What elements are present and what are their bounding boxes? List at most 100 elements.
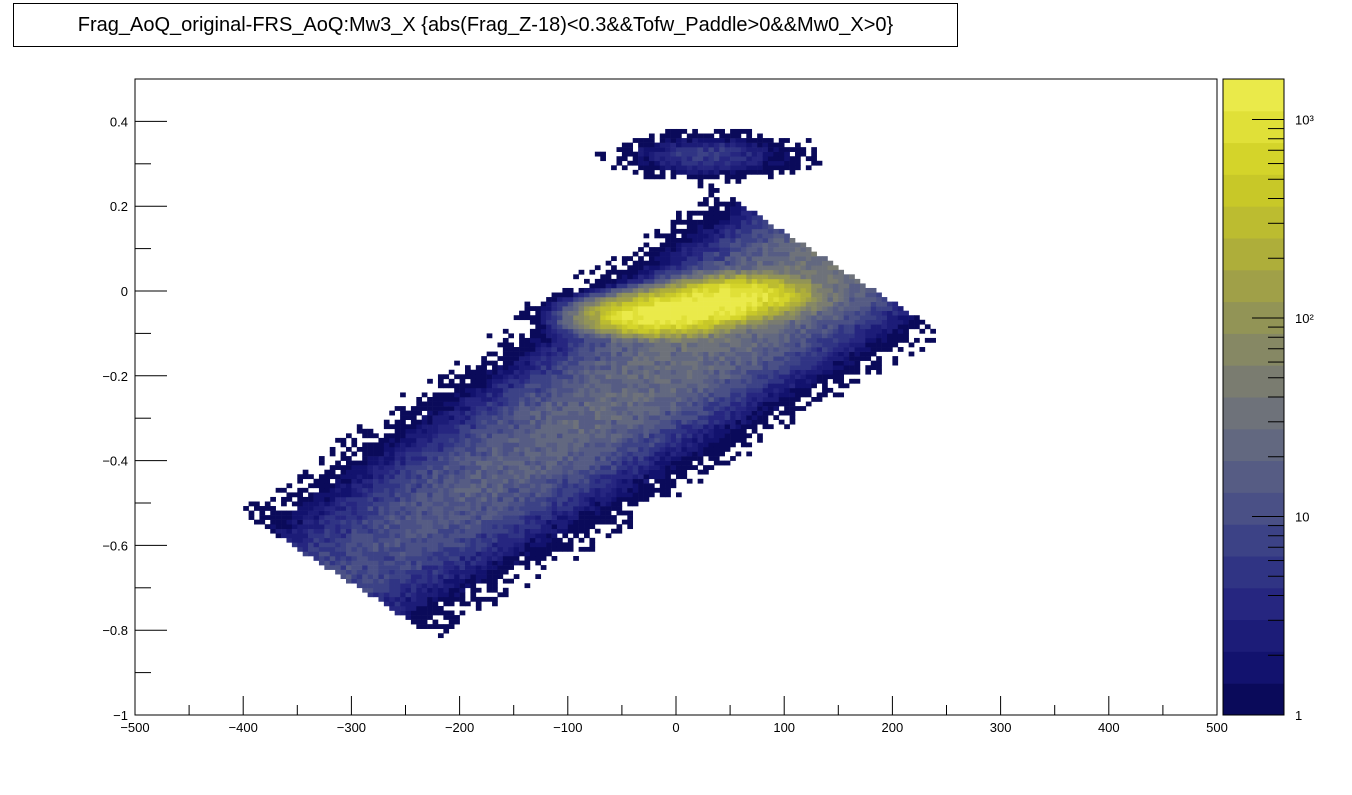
heatmap-cell <box>508 347 514 352</box>
heatmap-cell <box>308 515 314 520</box>
heatmap-cell <box>475 378 482 384</box>
heatmap-cell <box>670 142 677 148</box>
heatmap-cell <box>513 392 520 398</box>
heatmap-cell <box>697 387 704 393</box>
heatmap-cell <box>746 387 753 393</box>
heatmap-cell <box>789 315 796 321</box>
heatmap-cell <box>589 410 596 416</box>
heatmap-cell <box>546 337 552 343</box>
heatmap-cell <box>659 406 666 411</box>
heatmap-cell <box>708 428 715 434</box>
heatmap-cell <box>313 515 320 520</box>
heatmap-cell <box>724 269 731 275</box>
heatmap-cell <box>730 342 736 348</box>
heatmap-cell <box>529 347 536 352</box>
heatmap-cell <box>676 437 682 443</box>
heatmap-cell <box>773 233 780 239</box>
heatmap-cell <box>686 406 693 411</box>
heatmap-cell <box>719 165 725 171</box>
heatmap-cell <box>345 551 352 557</box>
heatmap-cell <box>594 406 601 411</box>
heatmap-cell <box>427 596 433 602</box>
heatmap-cell <box>594 310 601 316</box>
heatmap-cell <box>703 378 709 384</box>
heatmap-cell <box>692 342 698 348</box>
heatmap-cell <box>535 546 542 552</box>
heatmap-cell <box>703 337 709 343</box>
heatmap-cell <box>551 442 558 448</box>
heatmap-cell <box>465 569 471 575</box>
heatmap-cell <box>297 506 304 511</box>
heatmap-cell <box>313 519 320 525</box>
heatmap-cell <box>432 601 439 607</box>
heatmap-cell <box>686 387 693 393</box>
heatmap-cell <box>703 365 709 371</box>
heatmap-cell <box>454 446 460 452</box>
heatmap-cell <box>562 424 569 430</box>
heatmap-cell <box>519 437 525 443</box>
heatmap-cell <box>784 156 790 162</box>
heatmap-cell <box>719 265 725 271</box>
heatmap-cell <box>621 165 628 171</box>
heatmap-cell <box>556 474 563 480</box>
heatmap-cell <box>638 415 644 421</box>
heatmap-cell <box>383 506 390 511</box>
heatmap-cell <box>740 365 747 371</box>
heatmap-cell <box>573 365 579 371</box>
heatmap-cell <box>767 315 774 321</box>
heatmap-cell <box>659 365 666 371</box>
heatmap-cell <box>611 269 617 275</box>
heatmap-cell <box>665 433 671 439</box>
heatmap-cell <box>627 310 634 316</box>
heatmap-cell <box>627 406 634 411</box>
heatmap-cell <box>621 519 628 525</box>
heatmap-cell <box>594 410 601 416</box>
heatmap-cell <box>686 319 693 325</box>
heatmap-cell <box>800 387 807 393</box>
heatmap-cell <box>589 465 596 470</box>
heatmap-cell <box>611 433 617 439</box>
heatmap-cell <box>421 560 428 566</box>
heatmap-cell <box>648 383 655 389</box>
heatmap-cell <box>584 424 590 430</box>
heatmap-cell <box>784 424 790 430</box>
heatmap-cell <box>400 460 406 466</box>
heatmap-cell <box>724 297 731 302</box>
heatmap-cell <box>697 169 704 175</box>
heatmap-cell <box>713 333 720 339</box>
heatmap-cell <box>762 251 769 257</box>
heatmap-cell <box>427 610 433 616</box>
heatmap-cell <box>486 419 493 425</box>
heatmap-cell <box>324 556 331 561</box>
heatmap-cell <box>556 442 563 448</box>
heatmap-cell <box>400 424 406 430</box>
heatmap-cell <box>416 537 423 543</box>
heatmap-cell <box>600 487 606 493</box>
heatmap-cell <box>708 292 715 298</box>
heatmap-cell <box>594 360 601 366</box>
heatmap-cell <box>600 510 606 516</box>
heatmap-cell <box>562 546 569 552</box>
heatmap-cell <box>681 310 688 316</box>
heatmap-cell <box>513 383 520 389</box>
heatmap-cell <box>670 415 677 421</box>
heatmap-cell <box>459 551 466 557</box>
heatmap-cell <box>703 424 709 430</box>
heatmap-cell <box>508 424 514 430</box>
heatmap-cell <box>459 460 466 466</box>
heatmap-cell <box>437 519 444 525</box>
heatmap-cell <box>621 337 628 343</box>
heatmap-cell <box>757 383 763 389</box>
heatmap-cell <box>719 347 725 352</box>
heatmap-cell <box>437 437 444 443</box>
heatmap-cell <box>389 446 395 452</box>
heatmap-cell <box>427 483 433 489</box>
heatmap-cell <box>724 242 731 248</box>
heatmap-cell <box>632 351 639 357</box>
heatmap-cell <box>470 546 477 552</box>
heatmap-cell <box>540 524 547 530</box>
heatmap-cell <box>778 347 785 352</box>
heatmap-cell <box>540 424 547 430</box>
heatmap-cell <box>789 247 796 252</box>
heatmap-cell <box>594 483 601 489</box>
